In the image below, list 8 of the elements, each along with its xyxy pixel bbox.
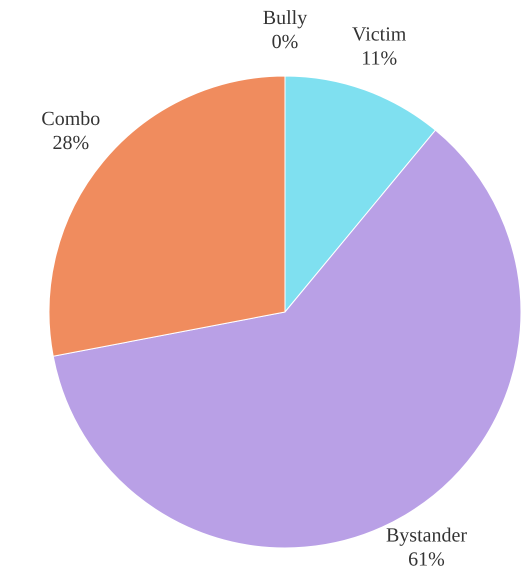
slice-label: Bystander bbox=[386, 524, 468, 546]
data-label: 11% bbox=[361, 47, 398, 70]
slice-label: Victim bbox=[352, 23, 407, 46]
slice-label: Combo bbox=[41, 108, 100, 130]
text: 0% bbox=[272, 31, 298, 53]
data-label: 28% bbox=[52, 132, 90, 154]
data-label: 61% bbox=[408, 548, 445, 570]
category-label: Bully bbox=[262, 7, 308, 29]
